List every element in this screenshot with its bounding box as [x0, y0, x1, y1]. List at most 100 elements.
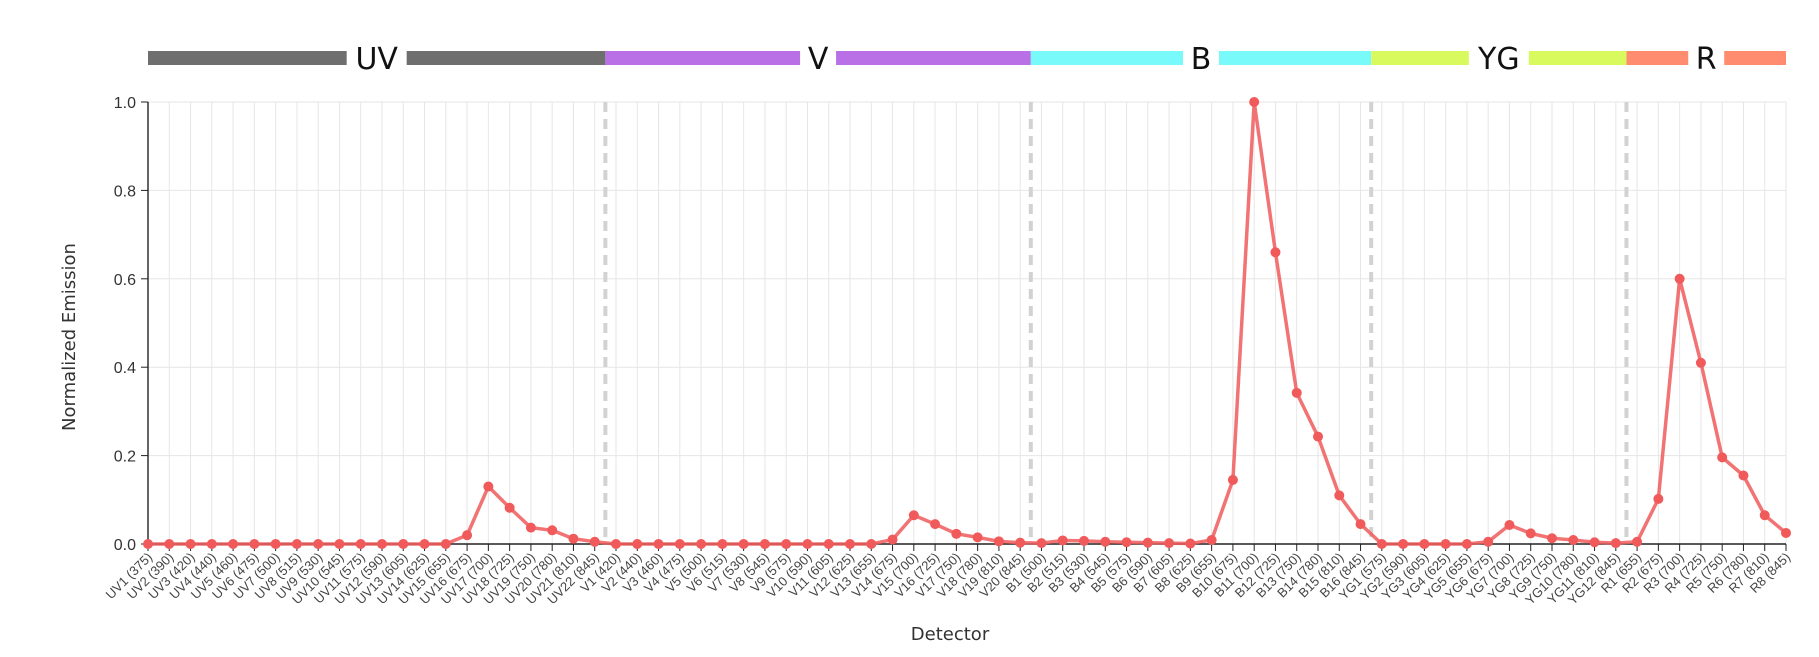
data-point[interactable]: [1142, 537, 1153, 548]
data-point[interactable]: [419, 539, 430, 549]
laser-band-bar: [836, 51, 1031, 65]
data-point[interactable]: [440, 539, 451, 549]
data-point[interactable]: [1227, 474, 1238, 485]
data-point[interactable]: [1525, 528, 1536, 539]
data-point[interactable]: [908, 510, 919, 521]
data-point[interactable]: [270, 539, 281, 549]
laser-band-bar: [605, 51, 801, 65]
data-point[interactable]: [802, 539, 813, 549]
data-point[interactable]: [377, 539, 387, 549]
data-point[interactable]: [143, 539, 153, 549]
y-tick-label: 0.4: [114, 360, 136, 377]
laser-band-bar: [1030, 51, 1183, 65]
laser-band-bar: [1219, 51, 1372, 65]
laser-dividers: [603, 102, 1629, 544]
data-point[interactable]: [1483, 536, 1494, 547]
data-point[interactable]: [1589, 537, 1600, 548]
data-point[interactable]: [398, 539, 409, 549]
laser-label: R: [1696, 42, 1717, 77]
data-point[interactable]: [206, 539, 217, 549]
data-point[interactable]: [1695, 357, 1706, 368]
data-point[interactable]: [1632, 536, 1643, 547]
y-tick-label: 0.8: [114, 183, 136, 200]
data-point[interactable]: [696, 539, 707, 549]
data-point[interactable]: [1036, 538, 1047, 549]
laser-band-bar: [406, 51, 606, 65]
data-point[interactable]: [525, 522, 536, 533]
data-point[interactable]: [674, 539, 685, 549]
laser-label: UV: [355, 42, 398, 77]
data-point[interactable]: [1334, 490, 1345, 501]
data-point[interactable]: [866, 539, 877, 549]
data-point[interactable]: [228, 539, 239, 549]
data-point[interactable]: [1291, 387, 1302, 398]
data-point[interactable]: [589, 536, 600, 547]
data-point[interactable]: [632, 539, 643, 549]
data-point[interactable]: [717, 539, 728, 549]
data-point[interactable]: [313, 539, 324, 549]
data-point[interactable]: [1759, 510, 1770, 521]
data-point[interactable]: [611, 539, 621, 549]
data-point[interactable]: [993, 536, 1004, 547]
data-point[interactable]: [1547, 533, 1557, 544]
data-point[interactable]: [1738, 470, 1749, 481]
data-point[interactable]: [1461, 539, 1472, 549]
data-point[interactable]: [1781, 527, 1791, 538]
data-point[interactable]: [1100, 536, 1111, 547]
data-point[interactable]: [972, 532, 983, 543]
y-tick-label: 0.2: [114, 449, 136, 466]
data-point[interactable]: [1504, 519, 1515, 530]
data-point[interactable]: [164, 539, 175, 549]
data-point[interactable]: [1674, 273, 1685, 284]
data-point[interactable]: [462, 530, 473, 541]
data-point[interactable]: [1717, 452, 1728, 463]
data-point[interactable]: [291, 539, 302, 549]
laser-label: V: [808, 42, 829, 77]
data-point[interactable]: [1313, 431, 1323, 442]
data-point[interactable]: [334, 539, 345, 549]
data-point[interactable]: [951, 528, 962, 539]
data-point[interactable]: [1185, 538, 1196, 549]
data-point[interactable]: [1079, 535, 1089, 546]
data-point[interactable]: [1568, 535, 1579, 546]
y-tick-label: 0.6: [114, 272, 136, 289]
data-point[interactable]: [759, 539, 770, 549]
data-point[interactable]: [1376, 539, 1387, 549]
data-point[interactable]: [1249, 97, 1260, 107]
series-line: [148, 100, 1788, 546]
data-point[interactable]: [1015, 537, 1026, 548]
data-point[interactable]: [1355, 519, 1366, 530]
data-point[interactable]: [1398, 539, 1409, 549]
data-point[interactable]: [568, 533, 579, 544]
data-point[interactable]: [1164, 538, 1175, 549]
y-tick-label: 1.0: [114, 95, 136, 112]
data-point[interactable]: [1121, 537, 1132, 548]
data-point[interactable]: [887, 534, 898, 545]
gridlines: [147, 101, 1787, 545]
emission-series: [143, 97, 1791, 549]
data-point[interactable]: [483, 481, 494, 492]
data-point[interactable]: [738, 539, 749, 549]
data-point[interactable]: [845, 539, 855, 549]
x-ticks: UV1 (375)UV2 (390)UV3 (420)UV4 (440)UV5 …: [103, 544, 1793, 608]
laser-label: B: [1191, 42, 1212, 77]
data-point[interactable]: [504, 502, 515, 513]
data-point[interactable]: [1653, 493, 1664, 504]
data-point[interactable]: [1610, 538, 1621, 549]
data-point[interactable]: [1419, 539, 1430, 549]
data-point[interactable]: [1057, 535, 1068, 546]
laser-label: YG: [1477, 42, 1520, 77]
axes: [147, 102, 1786, 545]
data-point[interactable]: [1270, 247, 1281, 258]
data-point[interactable]: [355, 539, 366, 549]
data-point[interactable]: [1440, 539, 1451, 549]
data-point[interactable]: [823, 539, 834, 549]
data-point[interactable]: [249, 539, 260, 549]
data-point[interactable]: [781, 539, 792, 549]
data-point[interactable]: [653, 539, 664, 549]
data-point[interactable]: [930, 519, 941, 530]
y-tick-label: 0.0: [114, 537, 136, 554]
data-point[interactable]: [1206, 535, 1217, 546]
data-point[interactable]: [185, 539, 196, 549]
data-point[interactable]: [547, 525, 558, 536]
